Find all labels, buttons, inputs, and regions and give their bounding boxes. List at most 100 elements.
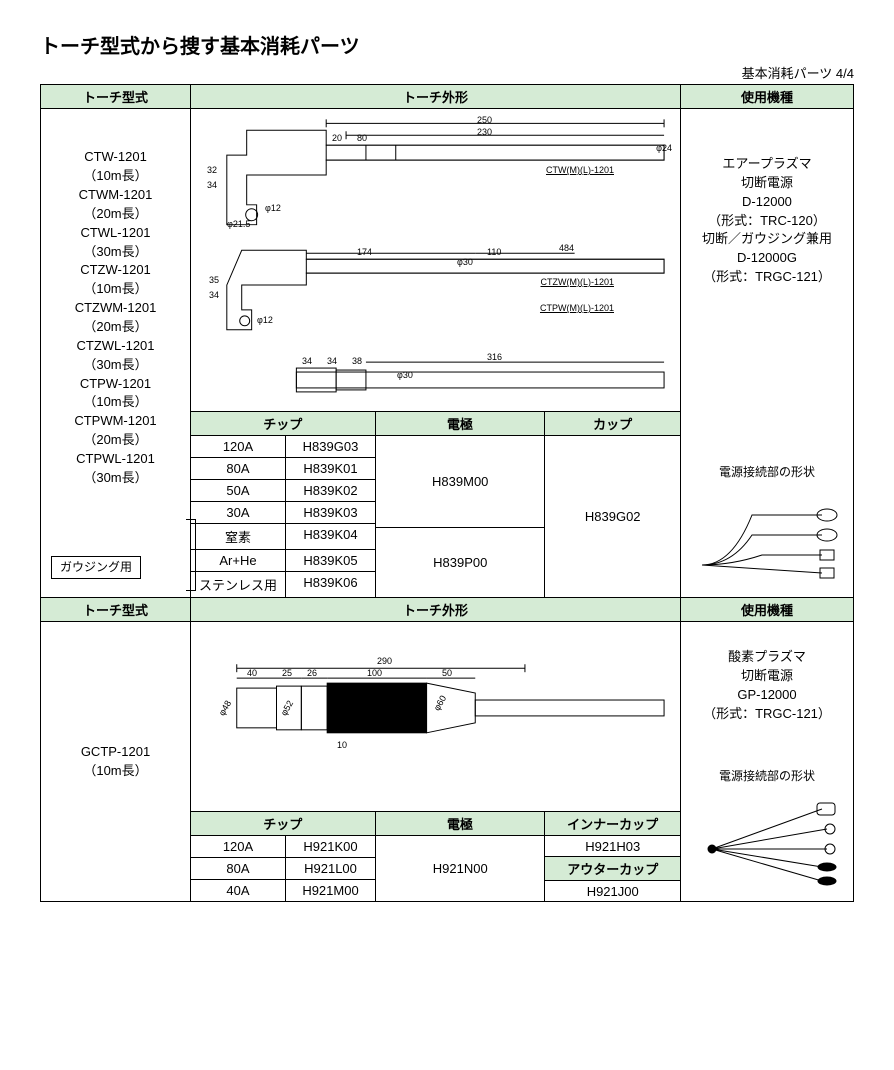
hdr-tip: チップ (191, 412, 376, 435)
tip-code: H839K03 (286, 502, 376, 523)
machine-text: 酸素プラズマ 切断電源 GP-12000 （形式：TRGC-121） (703, 648, 831, 723)
section1-header-row: トーチ型式 トーチ外形 使用機種 (41, 85, 853, 109)
hdr-cup: カップ (545, 412, 680, 435)
tip-code: H839K05 (286, 550, 376, 571)
section1-parts-body: 120AH839G03 80AH839K01 50AH839K02 30AH83… (191, 436, 680, 597)
hdr-outer-cup: アウターカップ (545, 857, 680, 881)
tip-amp: 120A (191, 836, 286, 857)
torch-diagram-ctzw: 484 174 110 φ30 φ12 34 35 CTZW(M)(L)-120… (197, 245, 674, 340)
model-line: CTWM-1201 (79, 186, 153, 205)
dim-label: φ12 (257, 315, 273, 325)
dim-label: 35 (209, 275, 219, 285)
dim-label: 38 (352, 356, 362, 366)
machine-line: 切断電源 (702, 174, 832, 193)
connector-title: 電源接続部の形状 (685, 768, 849, 785)
dim-label: 34 (209, 290, 219, 300)
model-line: （30m長） (83, 356, 147, 375)
dim-label: 26 (307, 668, 317, 678)
dim-label: 50 (442, 668, 452, 678)
outer-cup-code: H921J00 (545, 881, 680, 901)
tip-code: H839G03 (286, 436, 376, 457)
torch-diagram-gctp: 290 40 25 26 100 50 φ48 φ52 φ60 10 (197, 648, 674, 758)
electrode-column: H839M00 H839P00 (376, 436, 545, 597)
dim-label: φ30 (397, 370, 413, 380)
model-line: （30m長） (83, 243, 147, 262)
dim-label: 174 (357, 247, 372, 257)
page-title: トーチ型式から捜す基本消耗パーツ (40, 30, 854, 59)
model-line: （10m長） (83, 280, 147, 299)
dim-label: 34 (327, 356, 337, 366)
section1-body: CTW-1201 （10m長） CTWM-1201 （20m長） CTWL-12… (41, 109, 853, 598)
tip-code: H921K00 (286, 836, 376, 857)
diagram-label: CTPW(M)(L)-1201 (540, 303, 614, 313)
torch-svg-icon (197, 115, 674, 235)
dim-label: 25 (282, 668, 292, 678)
section2-models: GCTP-1201 （10m長） (41, 622, 191, 901)
model-line: GCTP-1201 (81, 743, 150, 762)
model-line: CTZW-1201 (80, 261, 151, 280)
tip-amp: 50A (191, 480, 286, 501)
dim-label: 290 (377, 656, 392, 666)
hdr-inner-cup: インナーカップ (545, 812, 680, 835)
electrode-code: H921N00 (376, 836, 544, 901)
model-line: CTPW-1201 (80, 375, 151, 394)
dim-label: 34 (302, 356, 312, 366)
tip-amp: 80A (191, 858, 286, 879)
machine-line: （形式：TRGC-121） (702, 268, 832, 287)
machine-line: エアープラズマ (702, 155, 832, 174)
section1-diagrams: 250 230 80 20 φ24 φ12 φ21.5 32 34 CTW(M)… (191, 109, 680, 412)
connector-icon (692, 789, 842, 889)
connector-block: 電源接続部の形状 (685, 760, 849, 895)
dim-label: 80 (357, 133, 367, 143)
section2-parts-body: 120AH921K00 80AH921L00 40AH921M00 H921N0… (191, 836, 680, 901)
tip-amp: Ar+He (191, 550, 286, 571)
section2-body: GCTP-1201 （10m長） (41, 622, 853, 901)
diagram-label: CTZW(M)(L)-1201 (541, 277, 615, 287)
machine-line: 切断／ガウジング兼用 (702, 230, 832, 249)
section1-machine: エアープラズマ 切断電源 D-12000 （形式：TRC-120） 切断／ガウジ… (681, 109, 853, 598)
section2-machine: 酸素プラズマ 切断電源 GP-12000 （形式：TRGC-121） 電源接続部… (681, 622, 853, 901)
connector-icon (692, 485, 842, 585)
dim-label: 100 (367, 668, 382, 678)
model-line: CTZWM-1201 (75, 299, 157, 318)
model-line: CTPWM-1201 (74, 412, 156, 431)
page-subtitle: 基本消耗パーツ 4/4 (40, 63, 854, 82)
tip-amp: 30A (191, 502, 286, 523)
section1-shape: 250 230 80 20 φ24 φ12 φ21.5 32 34 CTW(M)… (191, 109, 681, 598)
parts-table: トーチ型式 トーチ外形 使用機種 CTW-1201 （10m長） CTWM-12… (40, 84, 854, 902)
tip-amp: 80A (191, 458, 286, 479)
tip-code: H839K04 (286, 524, 376, 549)
connector-block: 電源接続部の形状 (685, 456, 849, 591)
dim-label: 32 (207, 165, 217, 175)
electrode-cut: H839M00 (376, 436, 544, 528)
hdr-machine: 使用機種 (681, 85, 853, 109)
dim-label: 10 (337, 740, 347, 750)
machine-line: （形式：TRC-120） (702, 212, 832, 231)
dim-label: φ24 (656, 143, 672, 153)
dim-label: φ21.5 (227, 219, 250, 229)
dim-label: 250 (477, 115, 492, 125)
torch-diagram-ctw: 250 230 80 20 φ24 φ12 φ21.5 32 34 CTW(M)… (197, 115, 674, 235)
tip-code: H839K02 (286, 480, 376, 501)
model-line: （10m長） (83, 167, 147, 186)
dim-label: φ30 (457, 257, 473, 267)
model-line: CTW-1201 (84, 148, 147, 167)
gouging-label: ガウジング用 (51, 556, 141, 579)
torch-svg-icon (197, 245, 674, 340)
machine-line: 酸素プラズマ (703, 648, 831, 667)
model-line: （20m長） (83, 205, 147, 224)
machine-line: D-12000 (702, 193, 832, 212)
dim-label: 40 (247, 668, 257, 678)
tip-amp: 40A (191, 880, 286, 901)
tip-code: H921M00 (286, 880, 376, 901)
tip-code: H921L00 (286, 858, 376, 879)
machine-line: 切断電源 (703, 667, 831, 686)
tip-column: 120AH839G03 80AH839K01 50AH839K02 30AH83… (191, 436, 376, 597)
cup-column: H921H03 アウターカップ H921J00 (545, 836, 680, 901)
model-line: CTPWL-1201 (76, 450, 155, 469)
hdr-electrode: 電極 (376, 412, 546, 435)
hdr-model: トーチ型式 (41, 85, 191, 109)
hdr-model: トーチ型式 (41, 598, 191, 622)
dim-label: 230 (477, 127, 492, 137)
hdr-shape: トーチ外形 (191, 598, 681, 622)
